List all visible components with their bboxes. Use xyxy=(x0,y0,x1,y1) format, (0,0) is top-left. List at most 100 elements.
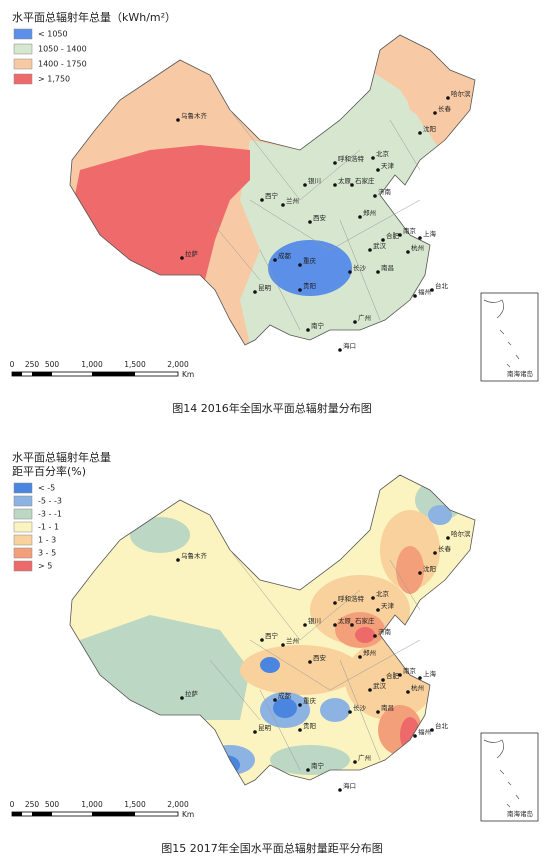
city-dot xyxy=(338,788,342,792)
city-label: 西安 xyxy=(313,213,327,222)
scale-unit: Km xyxy=(182,810,194,819)
city-label: 成都 xyxy=(278,251,292,260)
inset-label: 南海诸岛 xyxy=(507,809,533,818)
city-label: 重庆 xyxy=(303,256,317,265)
city-label: 南宁 xyxy=(311,321,325,330)
city-dot xyxy=(406,690,410,694)
city-dot xyxy=(253,730,257,734)
legend-swatch xyxy=(13,534,33,546)
city-dot xyxy=(418,236,422,240)
city-label: 昆明 xyxy=(258,724,272,732)
city-label: 天津 xyxy=(381,602,395,610)
city-label: 太原 xyxy=(338,616,352,625)
region xyxy=(270,745,350,775)
region xyxy=(320,698,350,722)
city-label: 上海 xyxy=(423,669,437,678)
city-dot xyxy=(430,728,434,732)
city-label: 北京 xyxy=(376,149,390,158)
region xyxy=(396,546,424,594)
city-dot xyxy=(446,536,450,540)
legend-label: < -5 xyxy=(38,484,55,493)
city-dot xyxy=(368,688,372,692)
city-dot xyxy=(338,348,342,352)
city-dot xyxy=(180,256,184,260)
inset-coast xyxy=(483,739,520,808)
city-label: 石家庄 xyxy=(355,616,375,625)
city-dot xyxy=(303,183,307,187)
legend-swatch xyxy=(13,508,33,520)
city-dot xyxy=(433,551,437,555)
city-dot xyxy=(348,710,352,714)
city-dot xyxy=(371,156,375,160)
city-dot xyxy=(376,270,380,274)
inset-coast xyxy=(483,299,520,368)
city-label: 呼和浩特 xyxy=(338,154,365,163)
city-label: 重庆 xyxy=(303,696,317,705)
city-label: 南宁 xyxy=(311,761,325,770)
city-label: 拉萨 xyxy=(185,689,199,698)
legend-label: 1400 - 1750 xyxy=(38,60,87,69)
city-dot xyxy=(381,238,385,242)
scale-label: 250 xyxy=(25,800,40,809)
city-dot xyxy=(348,270,352,274)
city-dot xyxy=(373,634,377,638)
scale-label: 1,500 xyxy=(124,360,146,369)
scale-bar-seg xyxy=(32,812,52,816)
scale-bar-seg xyxy=(12,372,22,376)
city-label: 贵阳 xyxy=(303,721,316,730)
city-label: 石家庄 xyxy=(355,176,375,185)
city-dot xyxy=(308,220,312,224)
region xyxy=(210,755,240,775)
city-dot xyxy=(406,250,410,254)
scale-label: 1,500 xyxy=(124,800,146,809)
country-border xyxy=(69,34,476,346)
province-lines xyxy=(209,549,421,771)
city-label: 乌鲁木齐 xyxy=(181,111,208,120)
legend-swatch xyxy=(13,73,33,85)
city-label: 西宁 xyxy=(265,191,279,200)
map xyxy=(70,475,475,785)
region xyxy=(268,240,352,296)
city-dot xyxy=(418,571,422,575)
region xyxy=(260,657,280,673)
legend-swatch xyxy=(13,547,33,559)
city-dot xyxy=(260,198,264,202)
city-label: 济南 xyxy=(378,187,392,196)
scale-bar-seg xyxy=(92,372,135,376)
city-label: 福州 xyxy=(418,727,431,736)
city-label: 太原 xyxy=(338,176,352,185)
legend-swatch xyxy=(13,495,33,507)
caption: 图14 2016年全国水平面总辐射量分布图 xyxy=(172,401,372,415)
legend-swatch xyxy=(13,482,33,494)
inset-frame xyxy=(480,732,539,822)
city-label: 呼和浩特 xyxy=(338,594,365,603)
city-label: 合肥 xyxy=(386,231,400,240)
scale-label: 250 xyxy=(25,360,40,369)
scale-label: 2,000 xyxy=(167,360,189,369)
city-dot xyxy=(376,710,380,714)
region xyxy=(240,645,360,695)
city-dot xyxy=(260,638,264,642)
city-label: 南京 xyxy=(403,666,417,675)
city-dot xyxy=(333,623,337,627)
city-label: 南昌 xyxy=(381,703,394,712)
city-label: 天津 xyxy=(381,162,395,170)
legend-label: 3 - 5 xyxy=(38,549,56,558)
legend-swatch xyxy=(13,560,33,572)
city-label: 南京 xyxy=(403,226,417,235)
legend-title: 距平百分率(%) xyxy=(12,464,86,478)
city-dot xyxy=(298,263,302,267)
city-dot xyxy=(281,203,285,207)
city-dot xyxy=(413,734,417,738)
city-dot xyxy=(418,676,422,680)
legend-label: -5 - -3 xyxy=(38,497,62,506)
inset-label: 南海诸岛 xyxy=(507,369,533,378)
city-label: 武汉 xyxy=(373,241,387,250)
legend-label: -1 - 1 xyxy=(38,523,59,532)
scale-label: 1,000 xyxy=(81,800,103,809)
city-label: 合肥 xyxy=(386,671,400,680)
city-dot xyxy=(303,623,307,627)
scale-label: 0 xyxy=(10,800,15,809)
city-label: 台北 xyxy=(435,721,449,730)
city-dot xyxy=(308,660,312,664)
